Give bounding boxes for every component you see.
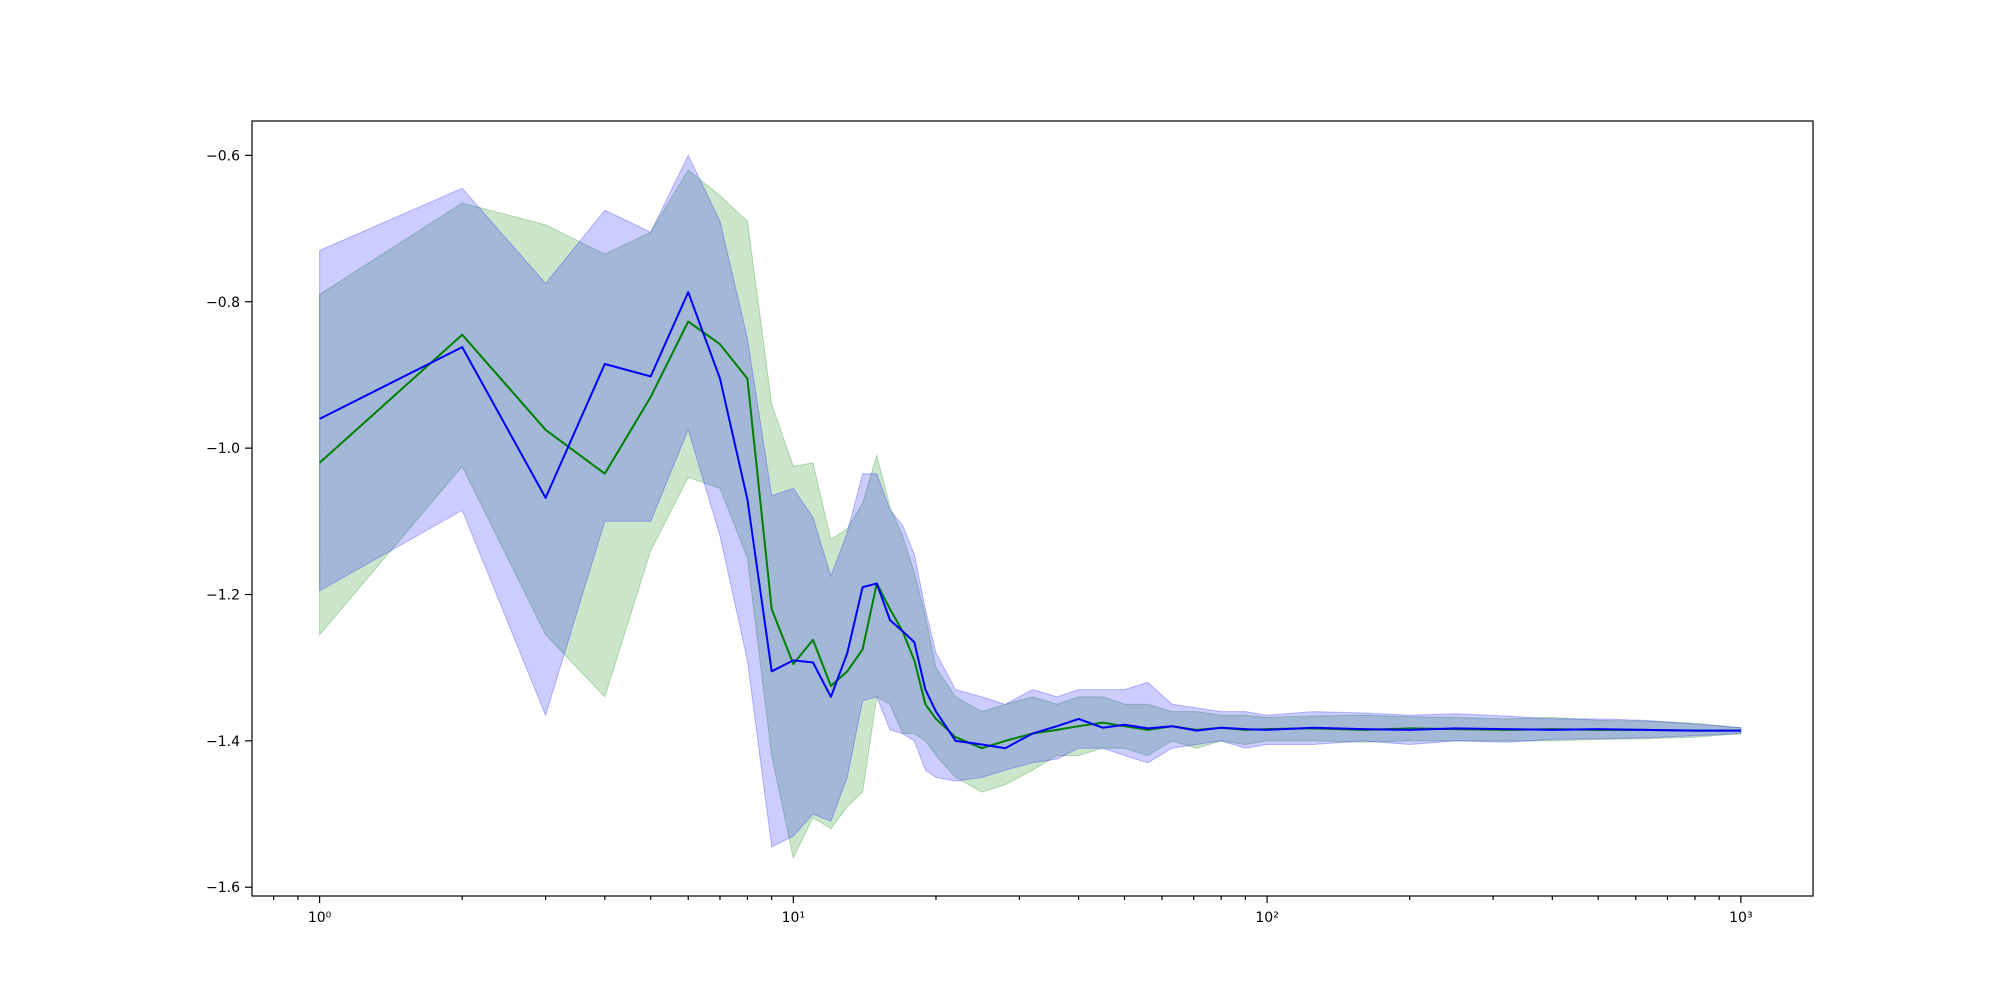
y-tick-label: −1.2 (206, 587, 240, 603)
x-tick-label: 10⁰ (308, 910, 332, 926)
y-tick-label: −0.8 (206, 295, 240, 311)
series-green-line (318, 320, 1741, 750)
series-lines (318, 291, 1741, 750)
x-axis: 10⁰ 10¹ 10² 10³ (273, 896, 1753, 926)
series-blue-band (319, 154, 1742, 848)
y-tick-label: −0.6 (206, 148, 240, 164)
y-tick-label: −1.4 (206, 734, 240, 750)
y-tick-label: −1.0 (206, 441, 240, 457)
plot-frame (251, 120, 1814, 897)
x-tick-label: 10¹ (782, 910, 805, 926)
series-blue-line (319, 291, 1741, 750)
confidence-bands (319, 154, 1742, 860)
y-axis: −1.6 −1.4 −1.2 −1.0 −0.8 −0.6 (206, 148, 252, 896)
y-tick-label: −1.6 (206, 880, 240, 896)
series-green-band (319, 169, 1742, 860)
x-tick-label: 10³ (1729, 910, 1752, 926)
x-tick-label: 10² (1255, 910, 1278, 926)
